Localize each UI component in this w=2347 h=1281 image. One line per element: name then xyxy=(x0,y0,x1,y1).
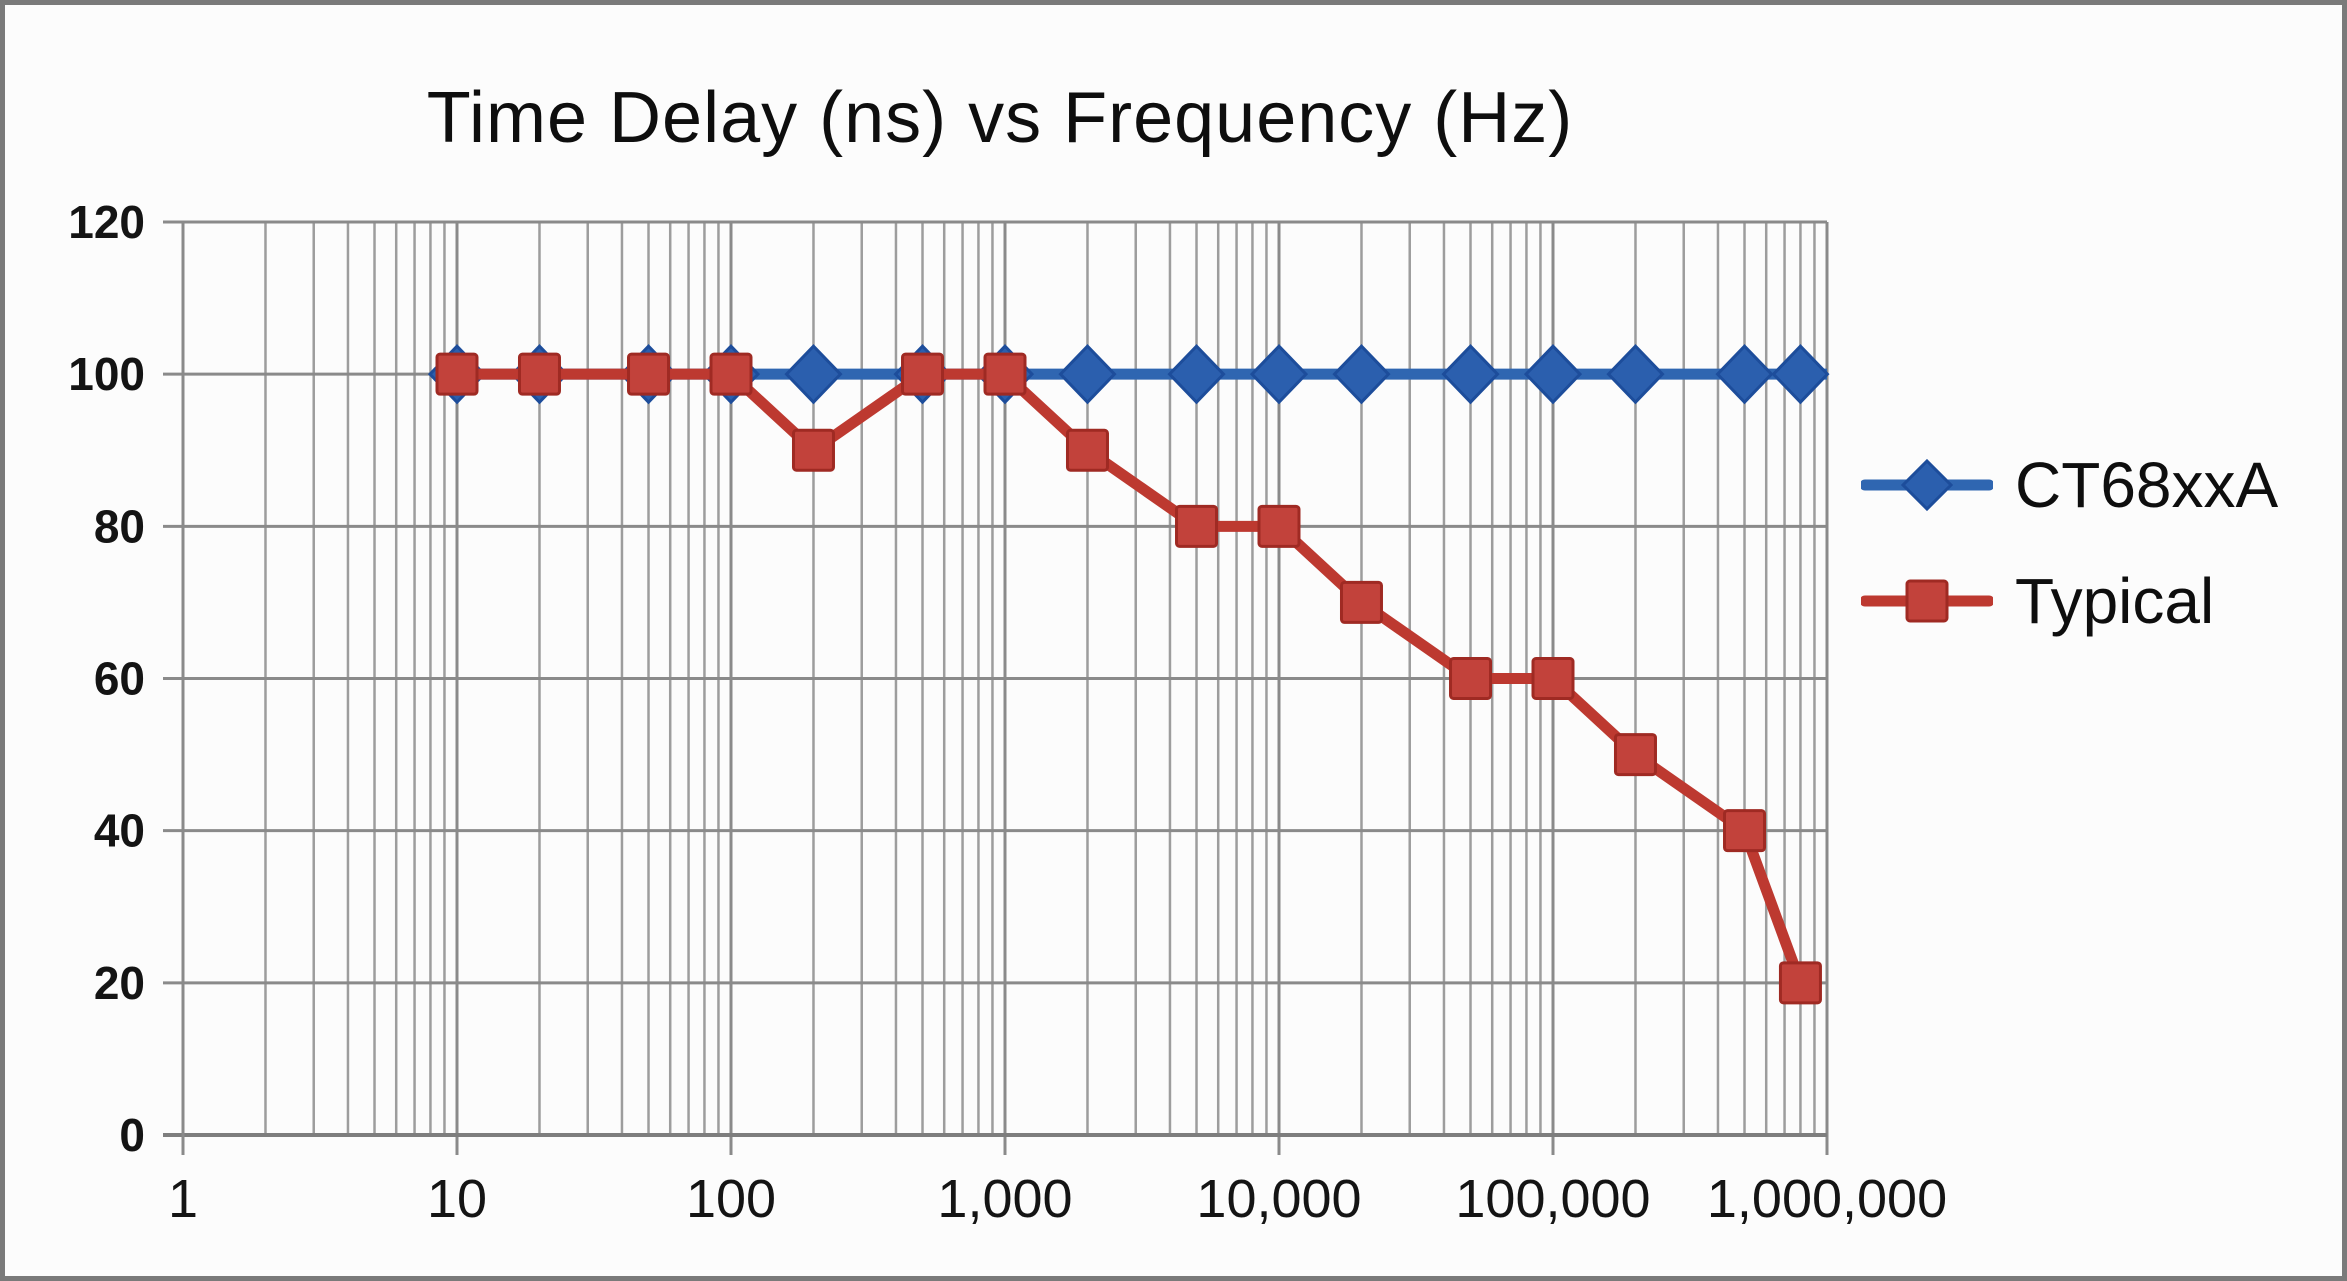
legend-swatch-square-icon xyxy=(1861,579,1993,623)
y-tick-label: 40 xyxy=(94,805,145,857)
x-tick-label: 1 xyxy=(168,1169,198,1229)
x-tick-label: 100,000 xyxy=(1455,1169,1650,1229)
data-point-ct68xxa xyxy=(1058,344,1117,405)
x-tick-label: 100 xyxy=(686,1169,776,1229)
data-point-ct68xxa xyxy=(1523,344,1583,405)
data-point-typical xyxy=(1531,657,1575,700)
legend-label-ct68xxa: CT68xxA xyxy=(2015,449,2279,521)
data-point-typical xyxy=(435,352,479,396)
data-point-typical xyxy=(627,352,671,396)
data-point-typical xyxy=(1065,428,1109,472)
data-point-typical xyxy=(791,428,835,472)
data-point-typical xyxy=(1613,733,1657,777)
y-tick-label: 20 xyxy=(94,957,145,1009)
legend-label-typical: Typical xyxy=(2015,565,2215,637)
y-tick-label: 120 xyxy=(68,196,145,248)
x-tick-label: 1,000,000 xyxy=(1707,1169,1947,1229)
data-point-ct68xxa xyxy=(1715,344,1774,405)
legend-item-typical: Typical xyxy=(1861,559,2278,643)
legend-item-ct68xxa: CT68xxA xyxy=(1861,443,2278,527)
data-point-ct68xxa xyxy=(1441,344,1500,405)
data-point-typical xyxy=(983,352,1027,396)
y-tick-label: 100 xyxy=(68,348,145,400)
data-point-ct68xxa xyxy=(1606,344,1665,405)
x-tick-label: 1,000 xyxy=(937,1169,1072,1229)
y-tick-label: 0 xyxy=(119,1109,145,1161)
data-point-typical xyxy=(517,352,561,396)
y-tick-label: 60 xyxy=(94,653,145,705)
data-point-typical xyxy=(1723,809,1767,853)
data-point-typical xyxy=(1339,580,1383,624)
data-point-typical xyxy=(709,352,753,396)
x-tick-label: 10 xyxy=(427,1169,487,1229)
legend-swatch-diamond-icon xyxy=(1861,458,1993,512)
data-point-ct68xxa xyxy=(1167,344,1226,405)
data-point-ct68xxa xyxy=(1249,344,1309,405)
data-point-typical xyxy=(901,352,945,396)
legend: CT68xxA Typical xyxy=(1861,443,2278,643)
chart-title: Time Delay (ns) vs Frequency (Hz) xyxy=(426,78,1574,158)
x-tick-label: 10,000 xyxy=(1196,1169,1361,1229)
data-point-ct68xxa xyxy=(1771,344,1830,405)
data-point-ct68xxa xyxy=(1332,344,1391,405)
data-point-ct68xxa xyxy=(784,344,843,405)
data-point-typical xyxy=(1778,961,1822,1005)
series-line-typical xyxy=(457,368,1806,985)
data-point-typical xyxy=(1175,504,1219,548)
data-point-typical xyxy=(1449,657,1493,700)
data-point-typical xyxy=(1257,504,1301,548)
y-tick-label: 80 xyxy=(94,500,145,552)
